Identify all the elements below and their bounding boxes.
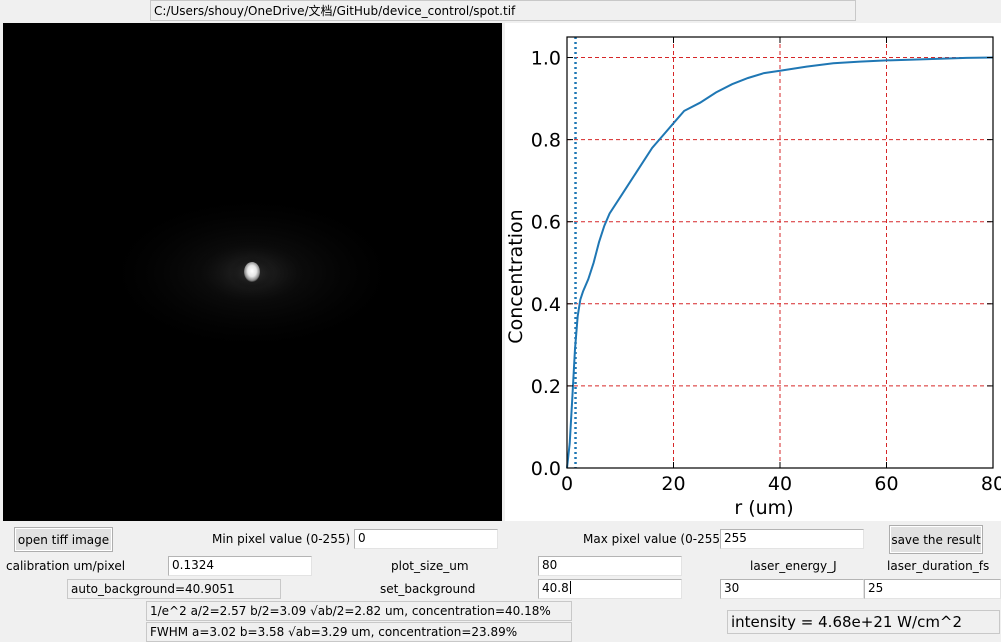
- min-pixel-input[interactable]: 0: [354, 529, 498, 549]
- set-background-label: set_background: [380, 582, 476, 596]
- auto-background-readout: auto_background=40.9051: [67, 579, 281, 599]
- set-background-value: 40.8: [542, 581, 569, 595]
- x-tick-label-1: 20: [661, 473, 685, 495]
- y-tick-label-3: 0.6: [531, 212, 561, 234]
- x-tick-label-4: 80: [981, 473, 1001, 495]
- y-tick-label-5: 1.0: [531, 48, 561, 70]
- plot-size-label: plot_size_um: [391, 559, 469, 573]
- x-axis-label: r (um): [734, 497, 793, 519]
- y-tick-label-0: 0.0: [531, 458, 561, 480]
- max-pixel-label: Max pixel value (0-255): [583, 532, 725, 546]
- laser-energy-label: laser_energy_J: [750, 559, 837, 573]
- x-tick-label-3: 60: [874, 473, 898, 495]
- concentration-plot: 0 20 40 60 80 0.0 0.2 0.4 0.6 0.8 1.0 r (um) Concent…: [505, 23, 1001, 521]
- set-background-input[interactable]: 40.8: [538, 579, 682, 599]
- min-pixel-label: Min pixel value (0-255): [212, 532, 351, 546]
- y-tick-label-4: 0.8: [531, 130, 561, 152]
- spot-image-panel: [3, 23, 502, 521]
- plot-size-input[interactable]: 80: [538, 556, 682, 576]
- laser-energy-input[interactable]: 30: [720, 579, 864, 599]
- save-result-button[interactable]: save the result: [889, 525, 983, 554]
- concentration-curve-0: [566, 56, 994, 469]
- open-tiff-image-button[interactable]: open tiff image: [14, 527, 113, 552]
- y-axis-label: Concentration: [505, 209, 527, 343]
- calibration-label: calibration um/pixel: [6, 559, 126, 573]
- y-tick-label-2: 0.4: [531, 294, 561, 316]
- concentration-chart: 0 20 40 60 80 0.0 0.2 0.4 0.6 0.8 1.0 r (um) Concent…: [505, 36, 1001, 519]
- intensity-readout: intensity = 4.68e+21 W/cm^2: [727, 610, 1000, 634]
- calibration-input[interactable]: 0.1324: [168, 556, 312, 576]
- laser-duration-label: laser_duration_fs: [887, 559, 990, 573]
- fwhm-readout: FWHM a=3.02 b=3.58 √ab=3.29 um, concentr…: [146, 622, 572, 642]
- spot-image: [3, 23, 502, 521]
- x-tick-label-2: 40: [768, 473, 792, 495]
- y-tick-label-1: 0.2: [531, 376, 561, 398]
- max-pixel-input[interactable]: 255: [720, 529, 864, 549]
- laser-duration-input[interactable]: 25: [864, 579, 1001, 599]
- x-tick-label-0: 0: [561, 473, 573, 495]
- file-path-display: C:/Users/shouy/OneDrive/文档/GitHub/device…: [150, 0, 856, 21]
- e2-radius-readout: 1/e^2 a/2=2.57 b/2=3.09 √ab/2=2.82 um, c…: [146, 601, 572, 621]
